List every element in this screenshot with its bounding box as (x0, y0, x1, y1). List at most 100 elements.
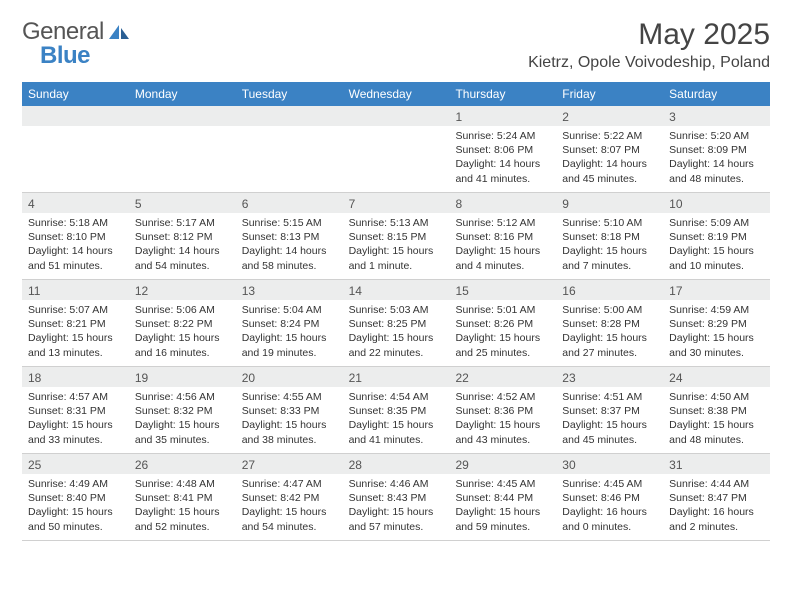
day-cell: 24Sunrise: 4:50 AMSunset: 8:38 PMDayligh… (663, 367, 770, 453)
daylight-text: Daylight: 15 hours and 38 minutes. (242, 418, 337, 446)
day-cell: 9Sunrise: 5:10 AMSunset: 8:18 PMDaylight… (556, 193, 663, 279)
sunset-text: Sunset: 8:47 PM (669, 491, 764, 505)
day-cell: 4Sunrise: 5:18 AMSunset: 8:10 PMDaylight… (22, 193, 129, 279)
day-cell: 31Sunrise: 4:44 AMSunset: 8:47 PMDayligh… (663, 454, 770, 540)
day-cell: 3Sunrise: 5:20 AMSunset: 8:09 PMDaylight… (663, 106, 770, 192)
daylight-text: Daylight: 14 hours and 41 minutes. (455, 157, 550, 185)
day-content: Sunrise: 4:49 AMSunset: 8:40 PMDaylight:… (22, 474, 129, 540)
day-content: Sunrise: 5:15 AMSunset: 8:13 PMDaylight:… (236, 213, 343, 279)
sunset-text: Sunset: 8:06 PM (455, 143, 550, 157)
sunrise-text: Sunrise: 4:59 AM (669, 303, 764, 317)
sunset-text: Sunset: 8:46 PM (562, 491, 657, 505)
sunset-text: Sunset: 8:10 PM (28, 230, 123, 244)
sunrise-text: Sunrise: 5:17 AM (135, 216, 230, 230)
weekday-tuesday: Tuesday (236, 82, 343, 106)
sunrise-text: Sunrise: 5:22 AM (562, 129, 657, 143)
day-cell: 30Sunrise: 4:45 AMSunset: 8:46 PMDayligh… (556, 454, 663, 540)
day-cell: 22Sunrise: 4:52 AMSunset: 8:36 PMDayligh… (449, 367, 556, 453)
daylight-text: Daylight: 15 hours and 50 minutes. (28, 505, 123, 533)
day-number: 26 (129, 454, 236, 474)
sunset-text: Sunset: 8:19 PM (669, 230, 764, 244)
daylight-text: Daylight: 14 hours and 48 minutes. (669, 157, 764, 185)
week-row: 11 Sunrise: 5:07 AMSunset: 8:21 PM Dayligh… (22, 280, 770, 367)
weekday-wednesday: Wednesday (343, 82, 450, 106)
day-number: 7 (343, 193, 450, 213)
day-content (129, 126, 236, 135)
sunset-text: Sunset: 8:15 PM (349, 230, 444, 244)
daylight-text: Daylight: 14 hours and 54 minutes. (135, 244, 230, 272)
day-number (129, 106, 236, 126)
day-number: 3 (663, 106, 770, 126)
daylight-text: Daylight: 14 hours and 58 minutes. (242, 244, 337, 272)
weekday-saturday: Saturday (663, 82, 770, 106)
day-content: Sunrise: 5:12 AMSunset: 8:16 PMDaylight:… (449, 213, 556, 279)
day-cell: 26Sunrise: 4:48 AMSunset: 8:41 PMDayligh… (129, 454, 236, 540)
sunset-text: Sunset: 8:31 PM (28, 404, 123, 418)
day-number: 30 (556, 454, 663, 474)
daylight-text: Daylight: 15 hours and 43 minutes. (455, 418, 550, 446)
day-cell: 12Sunrise: 5:06 AMSunset: 8:22 PMDayligh… (129, 280, 236, 366)
sunrise-text: Sunrise: 5:13 AM (349, 216, 444, 230)
daylight-text: Daylight: 15 hours and 10 minutes. (669, 244, 764, 272)
day-number: 16 (556, 280, 663, 300)
week-row: 1Sunrise: 5:24 AMSunset: 8:06 PMDaylight… (22, 106, 770, 193)
day-cell: 1Sunrise: 5:24 AMSunset: 8:06 PMDaylight… (449, 106, 556, 192)
sunrise-text: Sunrise: 5:03 AM (349, 303, 444, 317)
sunrise-text: Sunrise: 5:07 AM (28, 303, 123, 317)
day-number: 27 (236, 454, 343, 474)
empty-cell (236, 106, 343, 192)
daylight-text: Daylight: 15 hours and 45 minutes. (562, 418, 657, 446)
sunrise-text: Sunrise: 5:20 AM (669, 129, 764, 143)
week-row: 25Sunrise: 4:49 AMSunset: 8:40 PMDayligh… (22, 454, 770, 541)
sunrise-text: Sunrise: 5:18 AM (28, 216, 123, 230)
sunrise-text: Sunrise: 4:44 AM (669, 477, 764, 491)
day-cell: 16Sunrise: 5:00 AMSunset: 8:28 PMDayligh… (556, 280, 663, 366)
day-content: Sunrise: 5:22 AMSunset: 8:07 PMDaylight:… (556, 126, 663, 192)
daylight-text: Daylight: 15 hours and 19 minutes. (242, 331, 337, 359)
day-cell: 13Sunrise: 5:04 AMSunset: 8:24 PMDayligh… (236, 280, 343, 366)
day-content: Sunrise: 5:17 AMSunset: 8:12 PMDaylight:… (129, 213, 236, 279)
sunrise-text: Sunrise: 4:50 AM (669, 390, 764, 404)
daylight-text: Daylight: 15 hours and 25 minutes. (455, 331, 550, 359)
day-number: 11 (22, 280, 129, 300)
sunset-text: Sunset: 8:33 PM (242, 404, 337, 418)
empty-cell (343, 106, 450, 192)
sunset-text: Sunset: 8:22 PM (135, 317, 230, 331)
day-content: Sunrise: 4:44 AMSunset: 8:47 PMDaylight:… (663, 474, 770, 540)
day-content: Sunrise: 5:03 AMSunset: 8:25 PMDaylight:… (343, 300, 450, 366)
day-content: Sunrise: 4:59 AMSunset: 8:29 PMDaylight:… (663, 300, 770, 366)
day-number: 18 (22, 367, 129, 387)
day-number: 10 (663, 193, 770, 213)
sunset-text: Sunset: 8:07 PM (562, 143, 657, 157)
day-content: Sunrise: 4:46 AMSunset: 8:43 PMDaylight:… (343, 474, 450, 540)
day-content: Sunrise: 4:45 AMSunset: 8:44 PMDaylight:… (449, 474, 556, 540)
day-content: Sunrise: 5:04 AMSunset: 8:24 PMDaylight:… (236, 300, 343, 366)
day-cell: 7 Sunrise: 5:13 AMSunset: 8:15 PMDaylight… (343, 193, 450, 279)
day-number (22, 106, 129, 126)
sunset-text: Sunset: 8:41 PM (135, 491, 230, 505)
sunset-text: Sunset: 8:12 PM (135, 230, 230, 244)
sunrise-text: Sunrise: 4:46 AM (349, 477, 444, 491)
sunrise-text: Sunrise: 5:12 AM (455, 216, 550, 230)
weekday-friday: Friday (556, 82, 663, 106)
sunrise-text: Sunrise: 4:49 AM (28, 477, 123, 491)
day-number: 15 (449, 280, 556, 300)
daylight-text: Daylight: 15 hours and 59 minutes. (455, 505, 550, 533)
day-content: Sunrise: 5:09 AMSunset: 8:19 PMDaylight:… (663, 213, 770, 279)
sunset-text: Sunset: 8:44 PM (455, 491, 550, 505)
day-content (343, 126, 450, 135)
title-block: May 2025 Kietrz, Opole Voivodeship, Pola… (528, 18, 770, 72)
sunset-text: Sunset: 8:29 PM (669, 317, 764, 331)
sunset-text: Sunset: 8:21 PM (28, 317, 123, 331)
daylight-text: Daylight: 15 hours and 1 minute. (349, 244, 444, 272)
day-cell: 29Sunrise: 4:45 AMSunset: 8:44 PMDayligh… (449, 454, 556, 540)
day-number: 5 (129, 193, 236, 213)
month-title: May 2025 (528, 18, 770, 52)
day-number: 31 (663, 454, 770, 474)
day-cell: 6Sunrise: 5:15 AMSunset: 8:13 PMDaylight… (236, 193, 343, 279)
sunrise-text: Sunrise: 5:06 AM (135, 303, 230, 317)
day-content: Sunrise: 4:50 AMSunset: 8:38 PMDaylight:… (663, 387, 770, 453)
empty-cell (129, 106, 236, 192)
day-content: Sunrise: 4:55 AMSunset: 8:33 PMDaylight:… (236, 387, 343, 453)
logo-text-2: Blue (40, 42, 90, 70)
